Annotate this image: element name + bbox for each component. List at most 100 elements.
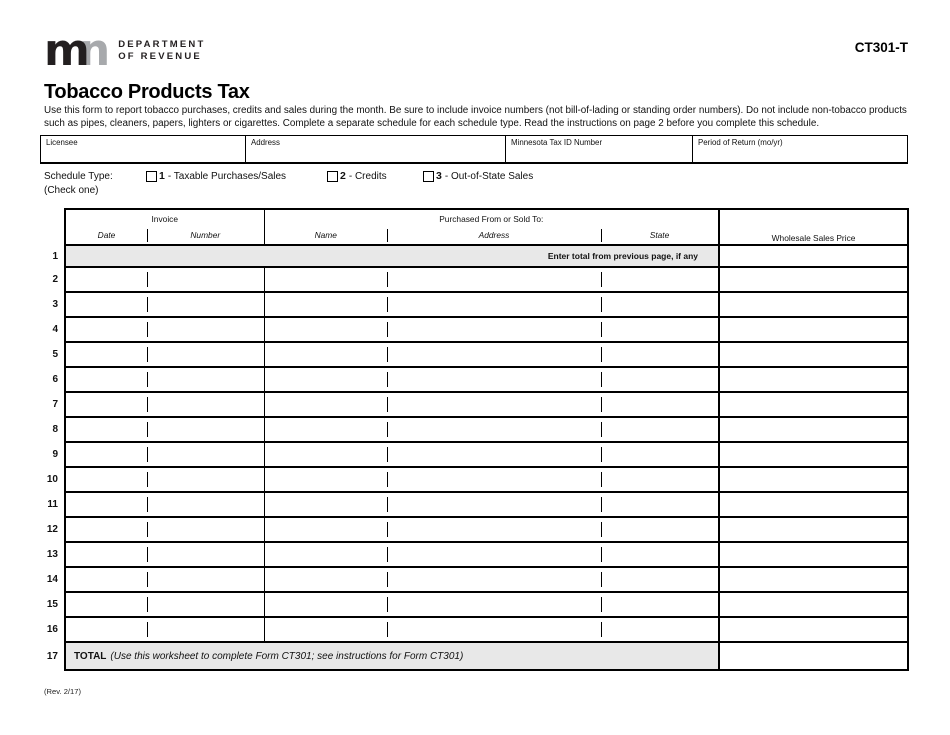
cell-name[interactable] [263,617,388,643]
cell-invoice-date[interactable] [64,467,147,493]
cell-invoice-number[interactable] [146,367,265,393]
cell-state[interactable] [600,417,720,443]
cell-invoice-number[interactable] [146,492,265,518]
cell-price[interactable] [718,317,910,343]
cell-price[interactable] [718,617,910,643]
cell-invoice-date[interactable] [64,367,147,393]
cell-state[interactable] [600,392,720,418]
cell-address[interactable] [386,467,602,493]
cell-state[interactable] [600,617,720,643]
cell-invoice-number[interactable] [146,292,265,318]
cell-address[interactable] [386,517,602,543]
cell-name[interactable] [263,567,388,593]
cell-state[interactable] [600,442,720,468]
cell-invoice-number[interactable] [146,442,265,468]
cell-name[interactable] [263,342,388,368]
cell-state[interactable] [600,267,720,293]
cell-state[interactable] [600,517,720,543]
cell-price[interactable] [718,467,910,493]
cell-price[interactable] [718,245,910,268]
cell-price[interactable] [718,567,910,593]
period-of-return-field[interactable]: Period of Return (mo/yr) [698,138,783,147]
cell-invoice-number[interactable] [146,517,265,543]
cell-state[interactable] [600,317,720,343]
cell-address[interactable] [386,417,602,443]
cell-price[interactable] [718,342,910,368]
cell-state[interactable] [600,542,720,568]
cell-invoice-date[interactable] [64,292,147,318]
cell-address[interactable] [386,292,602,318]
cell-invoice-date[interactable] [64,517,147,543]
cell-address[interactable] [386,567,602,593]
cell-price[interactable] [718,517,910,543]
cell-name[interactable] [263,592,388,618]
cell-invoice-date[interactable] [64,567,147,593]
cell-invoice-date[interactable] [64,492,147,518]
cell-price[interactable] [718,442,910,468]
cell-name[interactable] [263,492,388,518]
cell-state[interactable] [600,467,720,493]
cell-address[interactable] [386,317,602,343]
cell-price[interactable] [718,592,910,618]
cell-address[interactable] [386,342,602,368]
cell-price[interactable] [718,392,910,418]
cell-invoice-number[interactable] [146,417,265,443]
checkbox-taxable-purchases[interactable] [146,170,157,182]
cell-name[interactable] [263,267,388,293]
cell-invoice-number[interactable] [146,267,265,293]
cell-total-price[interactable] [718,642,910,671]
cell-price[interactable] [718,367,910,393]
cell-invoice-date[interactable] [64,617,147,643]
cell-invoice-number[interactable] [146,392,265,418]
cell-address[interactable] [386,392,602,418]
cell-invoice-date[interactable] [64,317,147,343]
cell-invoice-number[interactable] [146,342,265,368]
licensee-field[interactable]: Licensee [41,136,246,162]
cell-address[interactable] [386,617,602,643]
tax-id-field[interactable]: Minnesota Tax ID Number [506,136,693,162]
cell-name[interactable] [263,542,388,568]
cell-invoice-date[interactable] [64,542,147,568]
cell-invoice-number[interactable] [146,467,265,493]
address-field[interactable]: Address [246,136,506,162]
cell-name[interactable] [263,467,388,493]
cell-price[interactable] [718,492,910,518]
cell-name[interactable] [263,392,388,418]
checkbox-out-of-state[interactable] [423,170,434,182]
cell-address[interactable] [386,592,602,618]
checkbox-credits[interactable] [327,170,338,182]
cell-price[interactable] [718,542,910,568]
cell-invoice-number[interactable] [146,617,265,643]
cell-price[interactable] [718,267,910,293]
cell-invoice-date[interactable] [64,417,147,443]
cell-state[interactable] [600,292,720,318]
cell-name[interactable] [263,317,388,343]
cell-invoice-date[interactable] [64,267,147,293]
cell-invoice-date[interactable] [64,342,147,368]
cell-invoice-number[interactable] [146,317,265,343]
cell-invoice-number[interactable] [146,542,265,568]
cell-address[interactable] [386,492,602,518]
cell-address[interactable] [386,367,602,393]
cell-name[interactable] [263,292,388,318]
cell-address[interactable] [386,442,602,468]
cell-name[interactable] [263,417,388,443]
cell-name[interactable] [263,517,388,543]
cell-invoice-number[interactable] [146,567,265,593]
cell-name[interactable] [263,442,388,468]
cell-state[interactable] [600,492,720,518]
cell-state[interactable] [600,567,720,593]
cell-price[interactable] [718,417,910,443]
cell-invoice-date[interactable] [64,442,147,468]
cell-state[interactable] [600,592,720,618]
cell-state[interactable] [600,342,720,368]
cell-invoice-number[interactable] [146,592,265,618]
cell-invoice-date[interactable] [64,592,147,618]
cell-address[interactable] [386,267,602,293]
cell-invoice-date[interactable] [64,392,147,418]
row-number: 9 [40,442,65,467]
cell-price[interactable] [718,292,910,318]
cell-state[interactable] [600,367,720,393]
cell-address[interactable] [386,542,602,568]
cell-name[interactable] [263,367,388,393]
